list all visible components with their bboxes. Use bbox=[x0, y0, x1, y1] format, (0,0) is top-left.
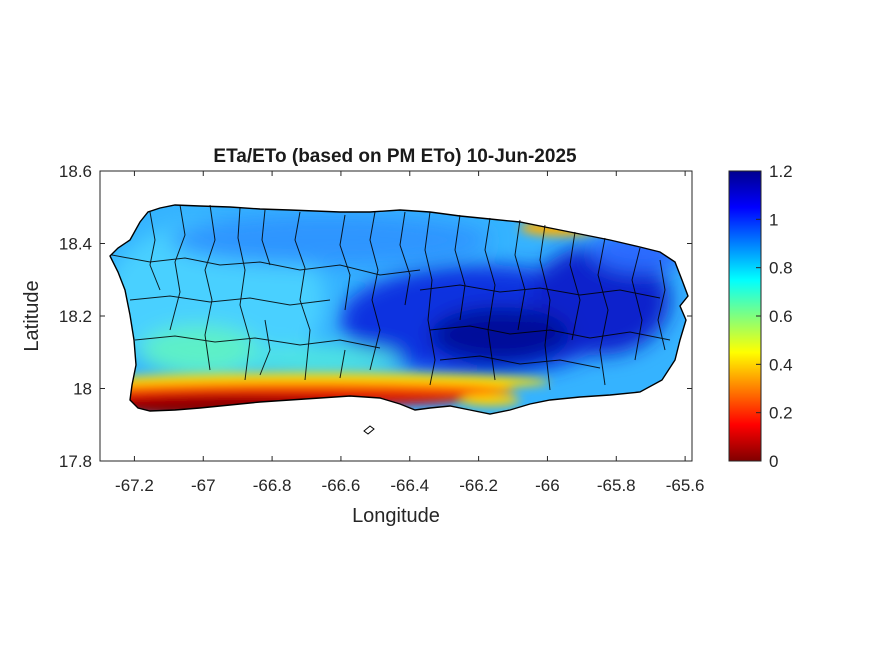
y-axis-ticks: 17.8 18 18.2 18.4 18.6 bbox=[59, 162, 692, 471]
x-tick-label: -66.2 bbox=[459, 476, 498, 495]
chart-title: ETa/ETo (based on PM ETo) 10-Jun-2025 bbox=[213, 146, 577, 167]
x-axis-label: Longitude bbox=[352, 505, 440, 527]
x-tick-label: -66.4 bbox=[390, 476, 429, 495]
boundary bbox=[369, 211, 381, 371]
southeast-yellow bbox=[460, 394, 520, 406]
boundary bbox=[339, 349, 346, 379]
boundary bbox=[514, 219, 526, 331]
y-tick-label: 18.4 bbox=[59, 235, 92, 254]
boundary bbox=[484, 217, 496, 381]
colorbar-tick-label: 0.4 bbox=[769, 355, 793, 374]
colorbar-ticks: 0 0.2 0.4 0.6 0.8 1 1.2 bbox=[756, 162, 793, 471]
x-tick-label: -66 bbox=[535, 476, 560, 495]
boundary bbox=[569, 231, 581, 341]
x-tick-label: -67 bbox=[191, 476, 216, 495]
x-tick-label: -65.6 bbox=[666, 476, 705, 495]
x-tick-label: -66.6 bbox=[322, 476, 361, 495]
boundary bbox=[454, 214, 466, 321]
y-tick-label: 17.8 bbox=[59, 452, 92, 471]
boundary bbox=[424, 211, 436, 386]
colorbar-tick-label: 0.2 bbox=[769, 404, 793, 423]
coastline bbox=[109, 204, 689, 415]
x-tick-label: -66.8 bbox=[253, 476, 292, 495]
boundary bbox=[259, 319, 271, 376]
boundary bbox=[261, 209, 271, 266]
x-tick-label: -65.8 bbox=[597, 476, 636, 495]
boundary bbox=[429, 325, 671, 341]
colorbar-tick-label: 1.2 bbox=[769, 162, 793, 181]
boundary bbox=[169, 204, 186, 331]
boundary bbox=[597, 237, 609, 386]
boundary bbox=[237, 207, 251, 381]
boundary bbox=[419, 284, 661, 299]
southwest-green-zone bbox=[140, 325, 260, 375]
boundary bbox=[129, 295, 331, 306]
colorbar-tick-label: 1 bbox=[769, 210, 778, 229]
colorbar-tick-label: 0.8 bbox=[769, 259, 793, 278]
core-high-zone bbox=[430, 307, 570, 363]
caja-de-muertos-islet bbox=[363, 425, 375, 435]
colorbar-tick-label: 0.6 bbox=[769, 307, 793, 326]
boundary bbox=[111, 254, 421, 276]
y-tick-label: 18.6 bbox=[59, 162, 92, 181]
x-axis-ticks: -67.2 -67 -66.8 -66.6 -66.4 -66.2 -66 -65.8 -65.… bbox=[115, 171, 704, 495]
boundary bbox=[657, 259, 666, 351]
north-band bbox=[170, 214, 490, 266]
boundary bbox=[339, 214, 351, 311]
y-axis-label: Latitude bbox=[21, 280, 43, 351]
municipality-boundaries bbox=[111, 204, 671, 391]
boundary bbox=[294, 211, 311, 381]
boundary bbox=[539, 224, 551, 391]
y-tick-label: 18 bbox=[73, 380, 92, 399]
x-tick-label: -67.2 bbox=[115, 476, 154, 495]
boundary bbox=[399, 211, 411, 306]
south-central-zone bbox=[240, 346, 400, 374]
boundary bbox=[149, 211, 161, 291]
colorbar-tick-label: 0 bbox=[769, 452, 778, 471]
puerto-rico-map bbox=[110, 205, 688, 414]
boundary bbox=[134, 335, 381, 349]
y-tick-label: 18.2 bbox=[59, 307, 92, 326]
boundary bbox=[631, 247, 643, 361]
boundary bbox=[439, 355, 601, 369]
